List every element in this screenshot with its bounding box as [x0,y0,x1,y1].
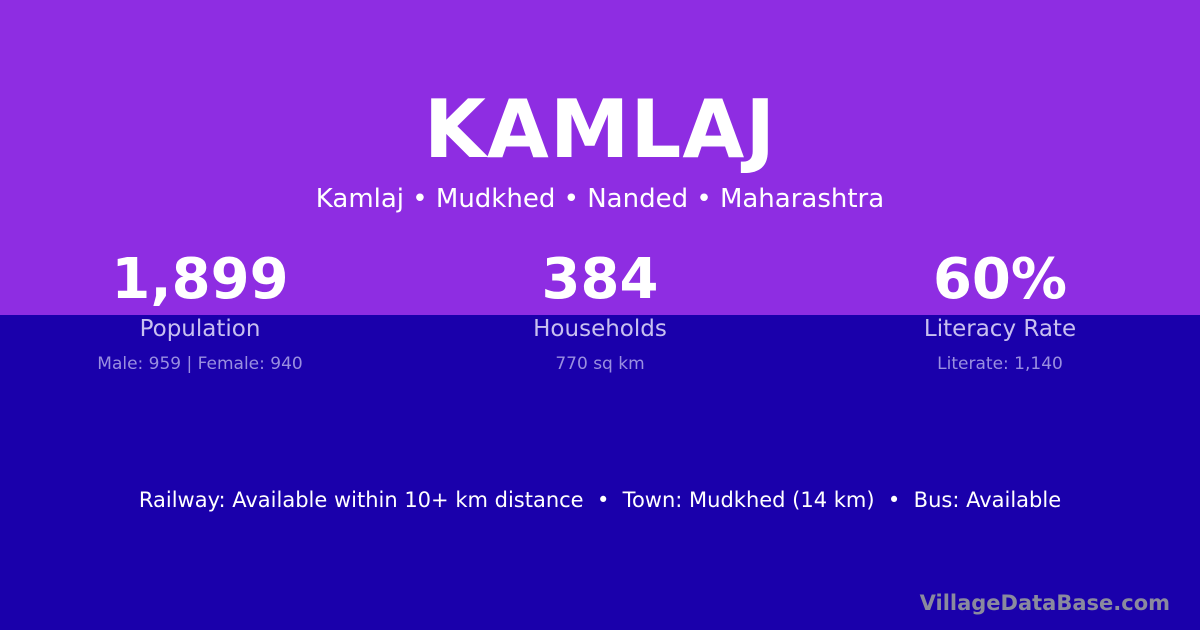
stat-label: Households [533,316,667,342]
stat-literacy: 60% Literacy Rate Literate: 1,140 [800,248,1200,376]
stat-detail: Literate: 1,140 [937,354,1063,374]
stat-population: 1,899 Population Male: 959 | Female: 940 [0,248,400,376]
stat-detail: 770 sq km [555,354,645,374]
stat-value: 384 [541,247,659,312]
stat-households: 384 Households 770 sq km [400,248,800,376]
location-breadcrumb: Kamlaj • Mudkhed • Nanded • Maharashtra [315,184,885,214]
stat-label: Population [139,316,261,342]
stat-value: 1,899 [111,247,289,312]
header-band [0,0,1200,315]
stat-label: Literacy Rate [923,316,1077,342]
stat-value: 60% [932,247,1068,312]
stat-detail: Male: 959 | Female: 940 [97,354,303,374]
brand-watermark: VillageDataBase.com [919,591,1170,615]
page-title: KAMLAJ [423,83,777,176]
connectivity-info: Railway: Available within 10+ km distanc… [138,488,1062,512]
